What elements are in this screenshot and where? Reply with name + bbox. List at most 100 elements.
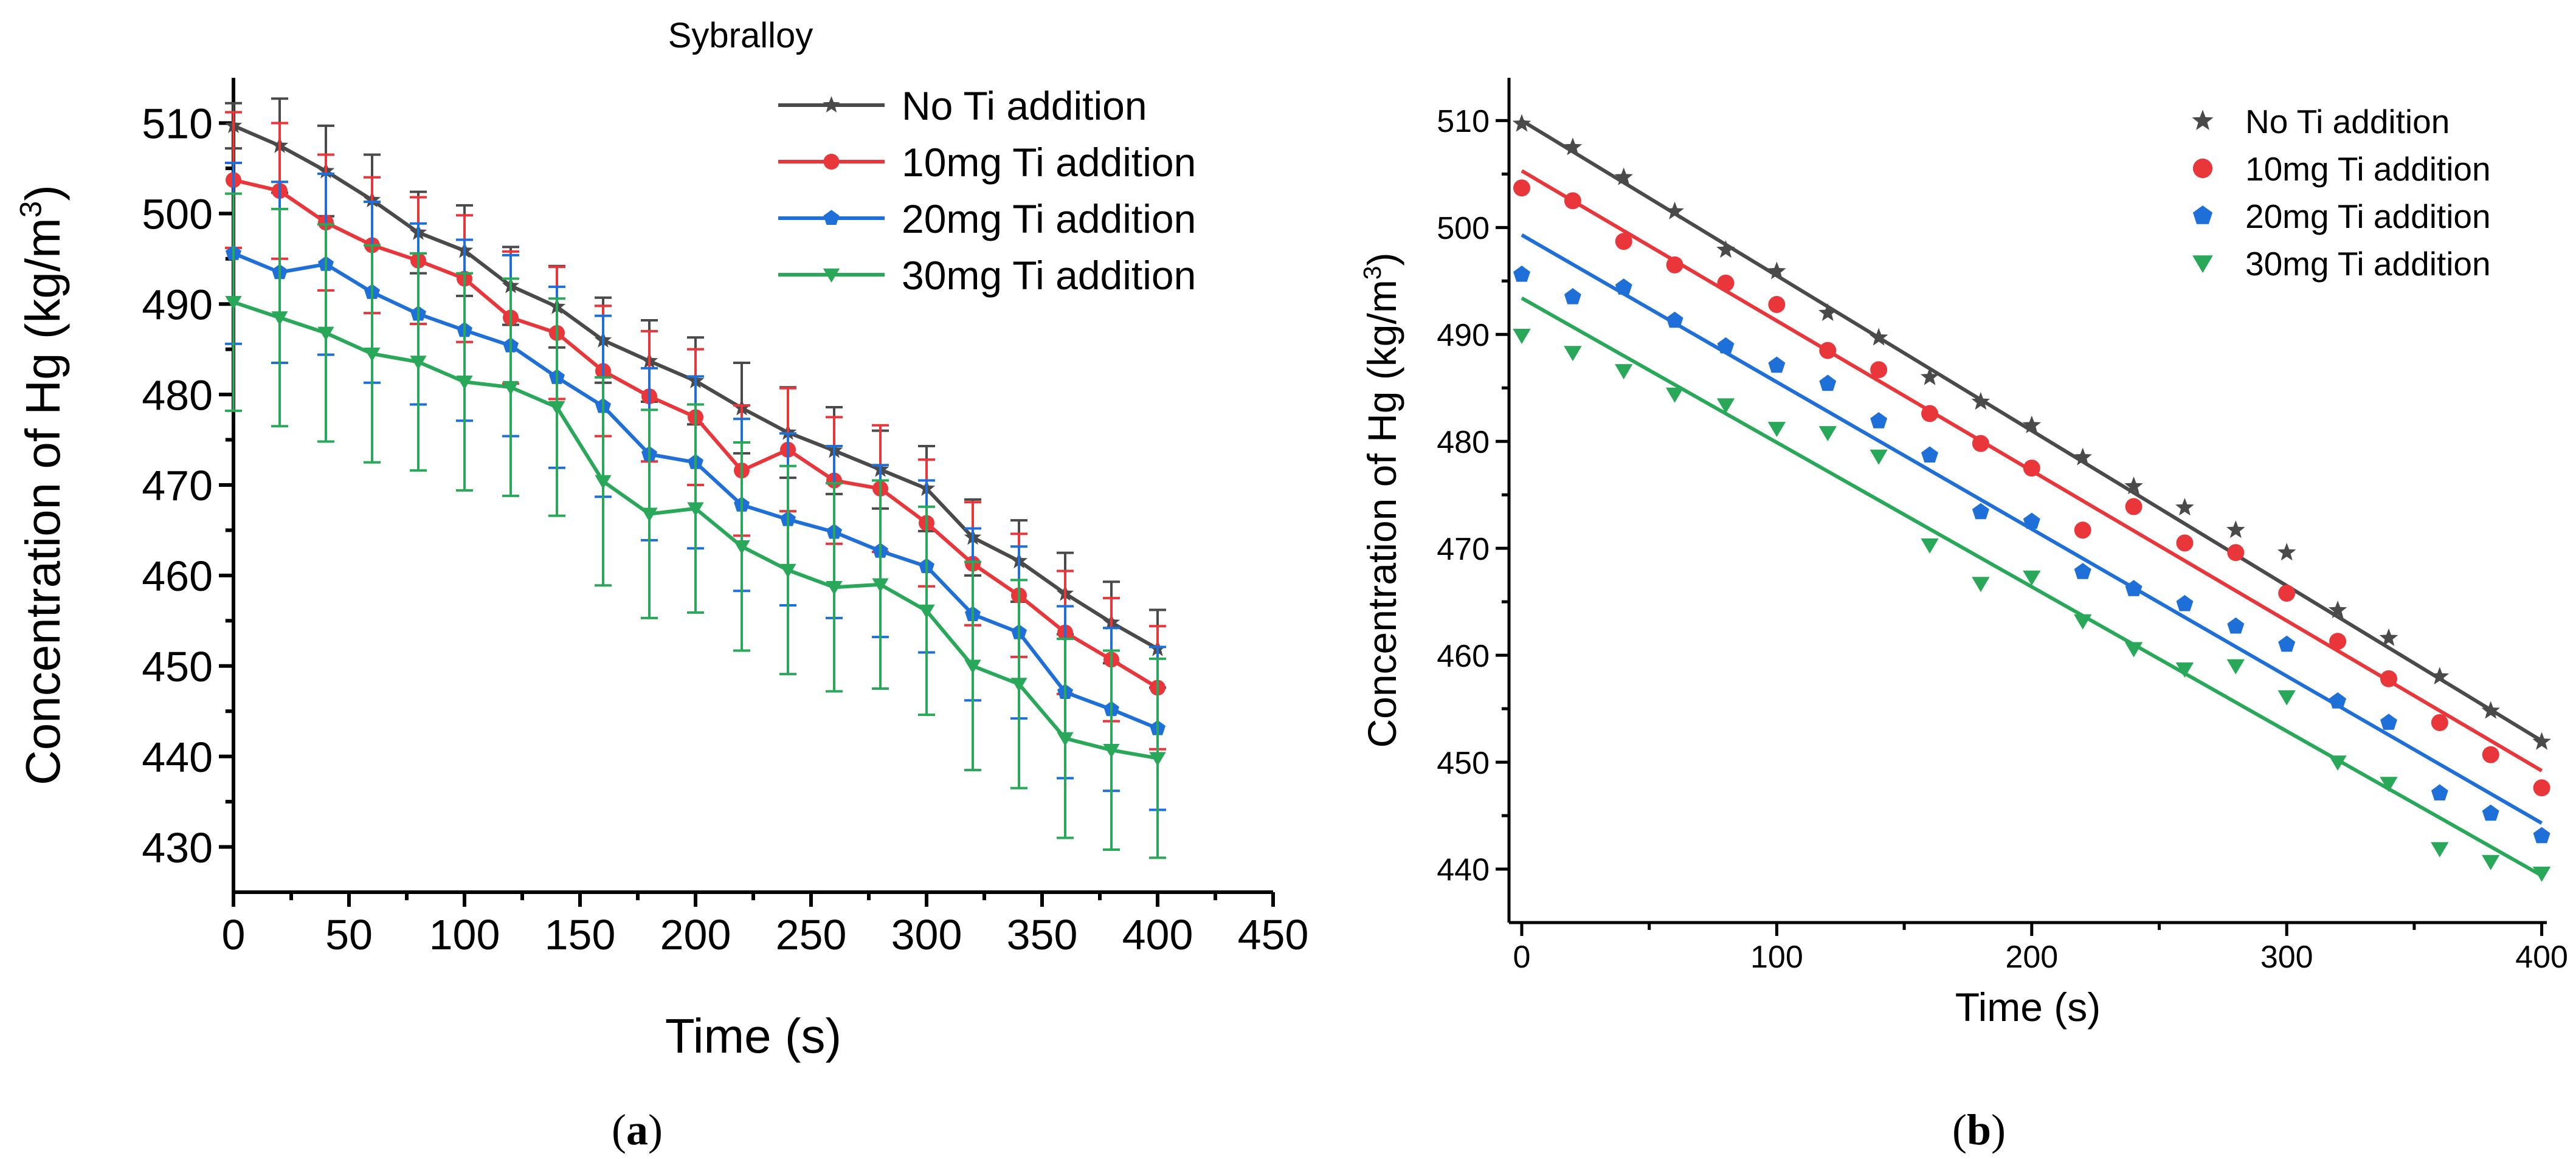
data-point (1149, 752, 1166, 766)
data-point (1564, 288, 1581, 304)
data-point (1666, 311, 1683, 328)
x-tick-label: 0 (1513, 940, 1531, 975)
y-tick-label: 490 (1437, 318, 1490, 353)
data-point (1818, 426, 1837, 442)
data-point (2176, 534, 2194, 552)
data-point (1057, 732, 1074, 746)
data-point (548, 401, 565, 415)
y-tick-label: 480 (1437, 425, 1490, 460)
data-point (1513, 329, 1531, 344)
data-point (2176, 595, 2194, 611)
legend-label: 20mg Ti addition (902, 196, 1196, 241)
data-point (502, 381, 519, 396)
data-point (1870, 361, 1888, 379)
data-point (2124, 642, 2143, 658)
y-axis-label: Concentration of Hg (kg/m3) (14, 185, 70, 785)
x-tick-label: 200 (660, 911, 731, 958)
data-point (1513, 266, 1530, 282)
data-point (1921, 405, 1939, 422)
data-point (826, 581, 843, 596)
data-point (2278, 635, 2296, 652)
data-point (2074, 563, 2091, 579)
x-tick-label: 400 (2515, 940, 2568, 975)
legend-label: No Ti addition (2245, 103, 2450, 140)
y-tick-label: 500 (142, 191, 213, 238)
x-axis-label: Time (s) (1955, 985, 2101, 1030)
data-point (1920, 367, 1939, 385)
data-point (964, 659, 981, 674)
series-3 (1513, 266, 2550, 844)
data-point (1819, 342, 1837, 359)
data-point (2074, 521, 2091, 539)
y-axis-label: Concentration of Hg (kg/m3) (1358, 252, 1404, 748)
y-tick-label: 470 (142, 462, 213, 509)
y-tick-label: 460 (142, 552, 213, 600)
data-point (2125, 498, 2143, 515)
data-point (1818, 303, 1837, 322)
series-4 (225, 192, 1166, 859)
x-tick-label: 400 (1122, 911, 1193, 958)
caption-close: ) (1991, 1106, 2006, 1154)
y-tick-label: 510 (142, 100, 213, 148)
data-point (1665, 387, 1684, 403)
y-axis-label-superscript: 3 (14, 201, 48, 218)
data-point (1665, 201, 1684, 219)
y-tick-label: 430 (142, 824, 213, 872)
x-tick-label: 250 (776, 911, 847, 958)
data-point (2482, 804, 2499, 821)
data-point (2430, 667, 2450, 685)
legend-label: 30mg Ti addition (2245, 245, 2491, 283)
legend-marker (823, 154, 840, 170)
data-point (2227, 544, 2245, 562)
data-point (1921, 446, 1938, 463)
panel-caption: (a) (612, 1106, 663, 1154)
data-point (456, 376, 473, 390)
y-tick-label: 440 (1437, 853, 1490, 888)
x-tick-label: 0 (222, 911, 246, 958)
data-point (1716, 240, 1735, 258)
panel-caption: (b) (1952, 1106, 2006, 1154)
data-point (2023, 459, 2040, 477)
data-point (1563, 137, 1583, 156)
caption-letter: b (1967, 1106, 1991, 1154)
y-axis-label-main: Concentration of Hg (kg/m (1359, 280, 1404, 748)
data-point (2379, 628, 2398, 646)
data-point (2022, 415, 2042, 433)
data-point (1615, 364, 1633, 380)
y-axis-label-main: Concentration of Hg (kg/m (16, 218, 70, 785)
legend-marker (823, 96, 840, 113)
data-point (1513, 179, 1530, 197)
data-point (1564, 346, 1582, 362)
data-point (2124, 476, 2143, 495)
legend-marker (823, 210, 840, 225)
y-tick-label: 500 (1437, 211, 1490, 246)
data-point (918, 604, 935, 619)
data-point (2227, 617, 2245, 634)
data-point (1717, 274, 1735, 292)
legend: No Ti addition 10mg Ti addition 20mg Ti ad… (2192, 103, 2491, 283)
legend-label: No Ti addition (902, 83, 1147, 128)
x-tick-label: 150 (545, 911, 616, 958)
data-point (2482, 855, 2500, 870)
legend-marker (2192, 109, 2214, 130)
data-point (2278, 585, 2296, 602)
legend-marker (823, 268, 840, 283)
data-point (2532, 732, 2551, 750)
data-point (2380, 777, 2398, 793)
legend-label: 10mg Ti addition (902, 140, 1196, 185)
data-point (2431, 714, 2448, 731)
legend-marker (2192, 255, 2213, 273)
legend-label: 30mg Ti addition (902, 253, 1196, 298)
x-tick-label: 200 (2005, 940, 2058, 975)
y-axis-label-close: ) (16, 185, 70, 201)
data-point (225, 296, 242, 311)
data-point (1103, 744, 1120, 758)
data-point (1768, 296, 1786, 314)
data-point (1870, 449, 1888, 465)
legend-label: 10mg Ti addition (2245, 150, 2491, 188)
data-point (2482, 746, 2499, 763)
data-point (2380, 670, 2397, 687)
y-tick-label: 510 (1437, 104, 1490, 139)
data-point (2329, 755, 2347, 771)
